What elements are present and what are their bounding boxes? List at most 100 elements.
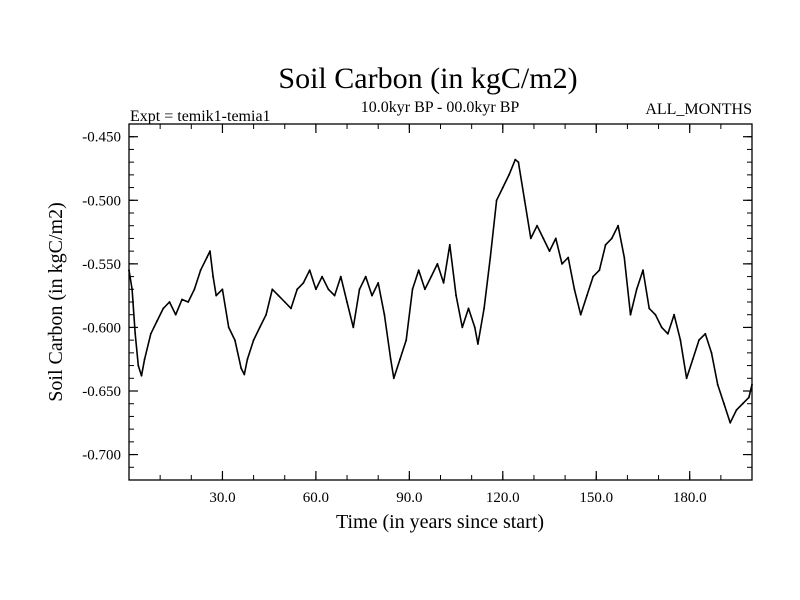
x-tick-label: 90.0 xyxy=(396,490,422,506)
data-point xyxy=(477,343,479,345)
data-point xyxy=(212,275,215,278)
data-point xyxy=(461,326,464,329)
data-point xyxy=(156,320,158,322)
data-point xyxy=(187,301,190,303)
data-point xyxy=(648,307,651,310)
y-tick-label: -0.600 xyxy=(82,320,121,336)
data-point xyxy=(308,269,311,272)
data-point xyxy=(489,256,492,259)
series-points xyxy=(128,158,753,424)
data-point xyxy=(629,313,632,316)
data-point xyxy=(710,352,713,354)
data-point xyxy=(206,256,208,259)
data-point xyxy=(377,282,380,284)
data-point xyxy=(561,263,563,265)
data-point xyxy=(321,275,323,278)
data-point xyxy=(149,332,152,335)
data-point xyxy=(548,250,551,253)
data-point xyxy=(389,358,392,361)
data-point xyxy=(741,402,744,405)
data-point xyxy=(143,358,146,361)
data-point xyxy=(529,237,532,240)
data-point xyxy=(352,326,355,329)
data-point xyxy=(514,158,517,161)
data-point xyxy=(704,332,707,335)
data-point xyxy=(364,275,367,278)
data-point xyxy=(748,396,750,399)
y-tick-label: -0.700 xyxy=(82,448,121,464)
data-point xyxy=(592,275,594,278)
data-point xyxy=(358,288,361,291)
data-point xyxy=(168,301,171,303)
data-point xyxy=(405,339,408,341)
data-point xyxy=(131,288,134,291)
y-axis: -0.450 -0.500 -0.550 -0.600 -0.650 -0.700 xyxy=(82,123,752,481)
x-axis: 30.0 60.0 90.0 120.0 150.0 180.0 xyxy=(159,124,722,506)
period-label: 10.0kyr BP - 00.0kyr BP xyxy=(361,99,520,116)
data-point xyxy=(598,269,601,272)
data-point xyxy=(673,313,675,316)
data-point xyxy=(137,364,140,367)
data-point xyxy=(442,282,445,284)
data-point xyxy=(221,288,224,291)
data-point xyxy=(339,275,342,278)
data-point xyxy=(554,237,557,240)
data-point xyxy=(542,237,545,240)
data-point xyxy=(162,307,165,310)
data-point xyxy=(579,313,582,316)
data-point xyxy=(346,301,348,303)
data-point xyxy=(315,288,317,291)
data-point xyxy=(642,269,644,272)
data-point xyxy=(399,358,401,361)
y-axis-label: Soil Carbon (in kgC/m2) xyxy=(45,202,67,401)
data-point xyxy=(383,313,386,316)
data-point xyxy=(417,269,420,272)
data-point xyxy=(302,282,305,284)
data-point xyxy=(227,326,230,329)
data-point xyxy=(296,288,299,291)
x-tick-label: 150.0 xyxy=(579,490,613,506)
x-axis-label: Time (in years since start) xyxy=(336,511,544,533)
data-point xyxy=(536,224,538,227)
y-tick-label: -0.650 xyxy=(82,384,121,400)
data-point xyxy=(134,332,137,335)
data-point xyxy=(128,269,130,272)
data-point xyxy=(617,224,619,227)
data-point xyxy=(667,332,669,335)
data-point xyxy=(265,313,267,316)
y-tick-label: -0.500 xyxy=(82,193,121,209)
data-point xyxy=(411,288,414,291)
data-point xyxy=(698,339,700,341)
data-point xyxy=(716,383,719,386)
data-point xyxy=(635,288,638,291)
data-point xyxy=(523,199,526,202)
data-point xyxy=(623,256,626,259)
x-tick-label: 60.0 xyxy=(303,490,329,506)
months-label: ALL_MONTHS xyxy=(645,101,752,118)
data-point xyxy=(240,367,243,369)
data-point xyxy=(483,307,485,310)
data-point xyxy=(271,288,274,291)
y-tick-label: -0.550 xyxy=(82,257,121,273)
y-tick-label: -0.450 xyxy=(82,130,121,146)
data-point xyxy=(691,358,694,361)
data-point xyxy=(610,237,613,240)
data-point xyxy=(751,383,753,386)
data-point xyxy=(508,174,510,176)
data-point xyxy=(729,421,732,424)
data-point xyxy=(290,307,292,310)
data-point xyxy=(258,326,261,329)
data-point xyxy=(193,288,196,291)
data-point xyxy=(140,374,143,377)
data-point xyxy=(424,288,426,291)
data-point xyxy=(333,294,336,297)
data-point xyxy=(567,256,570,259)
data-point xyxy=(654,313,657,316)
data-point xyxy=(685,377,688,380)
chart-title: Soil Carbon (in kgC/m2) xyxy=(278,62,577,95)
data-point xyxy=(243,373,246,376)
data-point xyxy=(246,358,249,361)
data-point xyxy=(723,402,725,405)
data-point xyxy=(252,339,255,341)
